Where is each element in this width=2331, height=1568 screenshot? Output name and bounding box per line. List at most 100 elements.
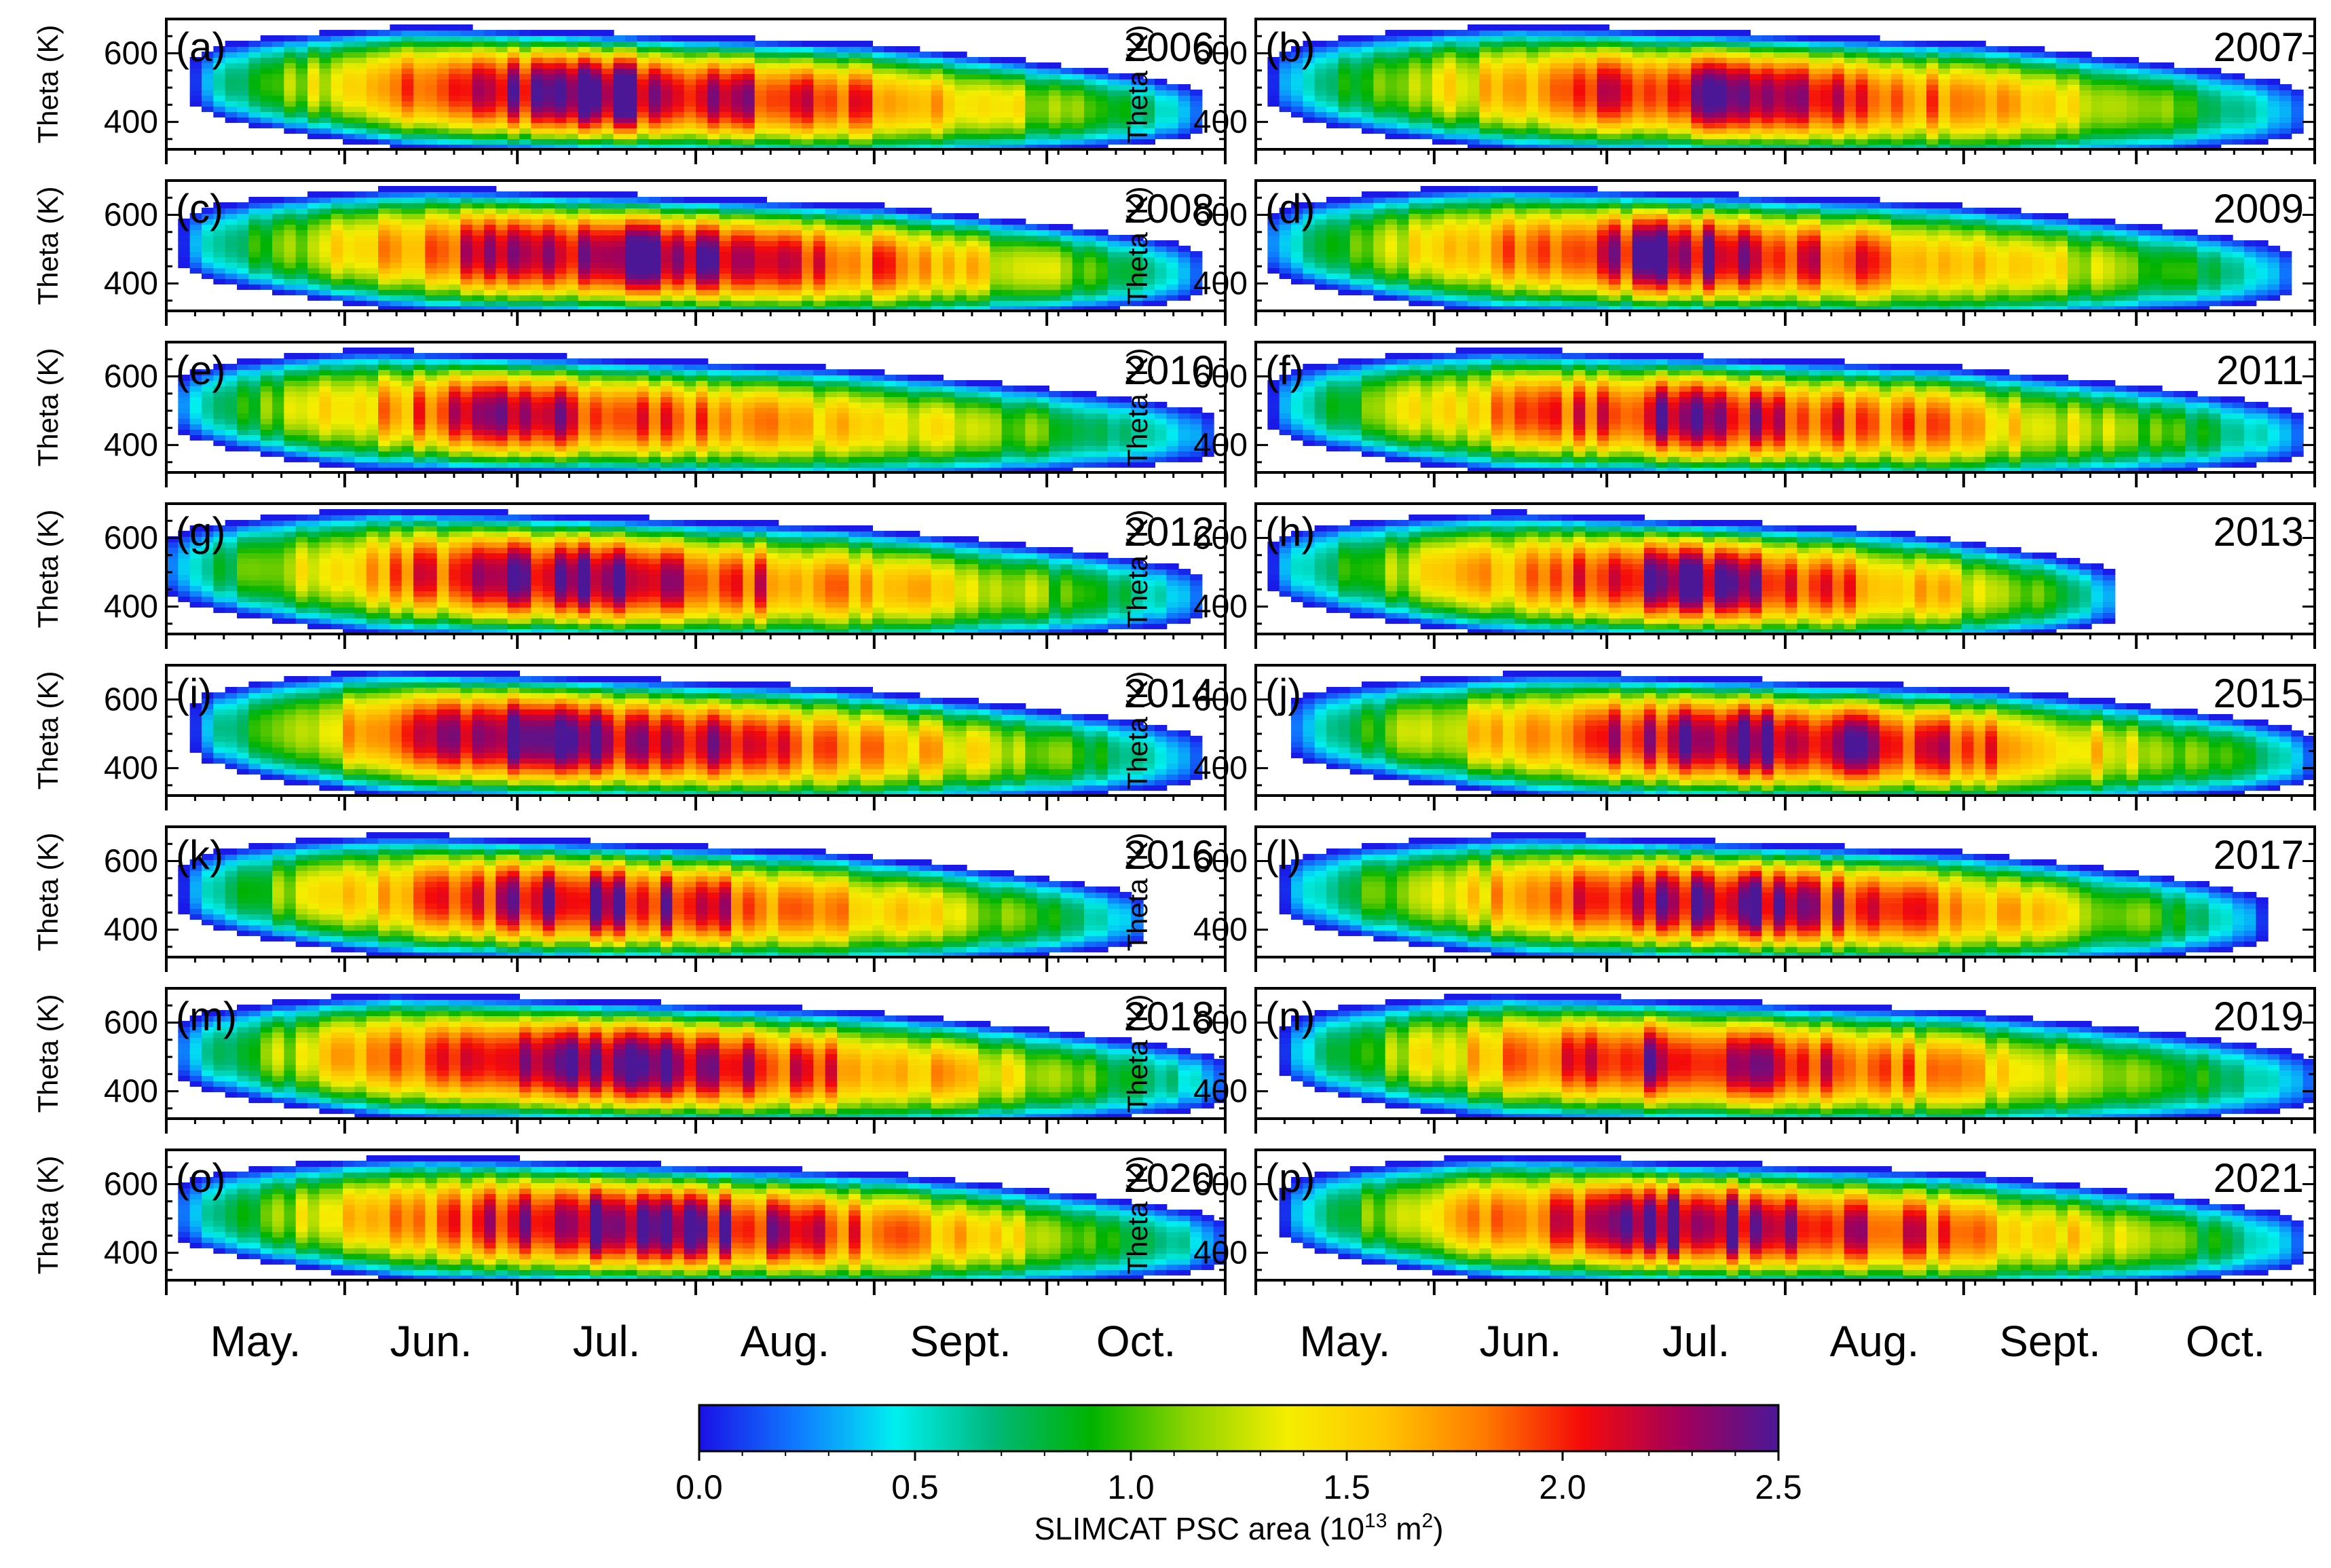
heatmap-cell [1491,117,1504,123]
heatmap-cell [578,84,591,90]
heatmap-cell [931,251,944,257]
heatmap-cell [860,300,873,306]
heatmap-cell [1142,128,1155,134]
heatmap-cell [496,208,508,214]
heatmap-cell [590,246,603,252]
heatmap-cell [1726,100,1739,107]
heatmap-cell [343,122,356,128]
heatmap-cell [1037,106,1049,112]
heatmap-cell [754,73,767,79]
heatmap-cell [1001,57,1014,63]
heatmap-cell [2103,84,2116,90]
heatmap-cell [354,122,367,128]
heatmap-cell [295,262,308,268]
heatmap-cell [908,257,920,263]
heatmap-cell [272,208,285,214]
heatmap-cell [578,262,591,268]
heatmap-cell [1914,90,1927,96]
heatmap-cell [248,41,261,47]
heatmap-cell [436,289,449,295]
heatmap-cell [672,138,685,145]
heatmap-cell [1538,106,1551,112]
heatmap-cell [555,224,567,230]
heatmap-cell [743,57,756,63]
heatmap-cell [566,257,579,263]
heatmap-cell [472,122,485,128]
heatmap-cell [707,117,720,123]
heatmap-cell [660,208,673,214]
heatmap-cell [2138,144,2151,149]
heatmap-cell [519,273,532,279]
heatmap-cell [378,246,391,252]
heatmap-cell [1025,224,1038,230]
heatmap-cell [837,257,850,263]
heatmap-cell [1455,90,1468,96]
heatmap-cell [555,235,567,241]
heatmap-cell [1001,90,1014,96]
heatmap-cell [484,224,497,230]
heatmap-cell [1025,262,1038,268]
heatmap-cell [1962,95,1975,101]
heatmap-cell [1013,68,1026,74]
heatmap-cell [872,62,885,69]
heatmap-cell [943,267,956,274]
heatmap-cell [731,235,744,241]
heatmap-cell [225,57,238,63]
heatmap-cell [1750,68,1763,74]
heatmap-cell [1096,295,1108,301]
heatmap-cell [660,138,673,145]
heatmap-cell [460,208,473,214]
heatmap-cell [578,133,591,139]
heatmap-cell [931,273,944,279]
heatmap-cell [555,295,567,301]
heatmap-cell [413,111,426,117]
heatmap-cell [707,246,720,252]
heatmap-cell [542,278,555,284]
heatmap-cell [696,100,709,107]
heatmap-cell [908,295,920,301]
heatmap-cell [484,191,497,198]
heatmap-cell [284,257,297,263]
heatmap-cell [954,267,967,274]
heatmap-cell [366,41,379,47]
heatmap-cell [519,90,532,96]
heatmap-cell [1025,84,1038,90]
heatmap-cell [966,267,979,274]
heatmap-cell [931,295,944,301]
heatmap-cell [1131,289,1144,295]
heatmap-cell [895,224,908,230]
heatmap-cell [248,100,261,107]
heatmap-cell [789,79,802,85]
heatmap-cell [390,305,403,311]
heatmap-cell [860,138,873,145]
heatmap-cell [2209,100,2222,107]
heatmap-cell [213,84,226,90]
heatmap-cell [496,240,508,246]
heatmap-cell [1084,122,1097,128]
heatmap-cell [719,262,732,268]
heatmap-cell [2150,106,2163,112]
heatmap-cell [189,267,202,274]
heatmap-cell [978,278,991,284]
heatmap-cell [1879,133,1892,139]
heatmap-cell [601,213,614,219]
heatmap-cell [307,267,320,274]
heatmap-cell [1667,90,1680,96]
heatmap-cell [590,35,603,41]
heatmap-cell [1715,41,1728,47]
heatmap-cell [789,41,802,47]
heatmap-cell [1314,57,1327,63]
heatmap-cell [1879,111,1892,117]
heatmap-cell [354,251,367,257]
heatmap-cell [202,79,215,85]
heatmap-cell [613,52,626,58]
heatmap-cell [1761,52,1774,58]
heatmap-cell [460,144,473,149]
heatmap-cell [1656,57,1668,63]
heatmap-cell [1178,100,1191,107]
heatmap-cell [1821,46,1833,52]
heatmap-cell [366,273,379,279]
heatmap-cell [436,229,449,236]
heatmap-cell [401,191,414,198]
heatmap-cell [884,224,897,230]
